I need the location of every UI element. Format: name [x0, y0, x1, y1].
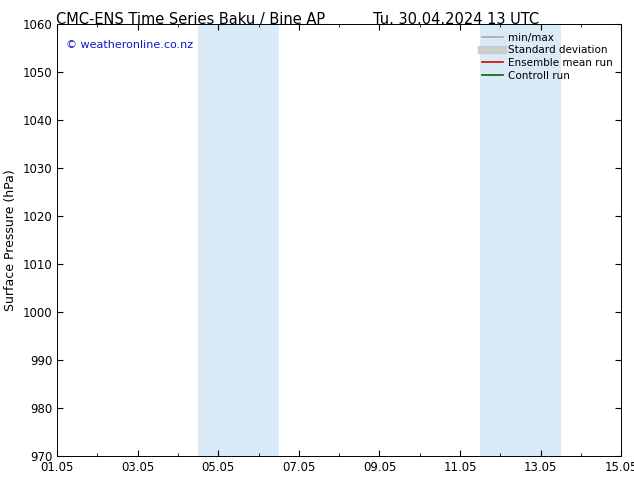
- Text: CMC-ENS Time Series Baku / Bine AP: CMC-ENS Time Series Baku / Bine AP: [56, 12, 325, 27]
- Legend: min/max, Standard deviation, Ensemble mean run, Controll run: min/max, Standard deviation, Ensemble me…: [479, 30, 616, 84]
- Text: © weatheronline.co.nz: © weatheronline.co.nz: [65, 40, 193, 49]
- Bar: [481, 24, 561, 456]
- Bar: [198, 24, 279, 456]
- Y-axis label: Surface Pressure (hPa): Surface Pressure (hPa): [4, 169, 17, 311]
- Text: Tu. 30.04.2024 13 UTC: Tu. 30.04.2024 13 UTC: [373, 12, 540, 27]
